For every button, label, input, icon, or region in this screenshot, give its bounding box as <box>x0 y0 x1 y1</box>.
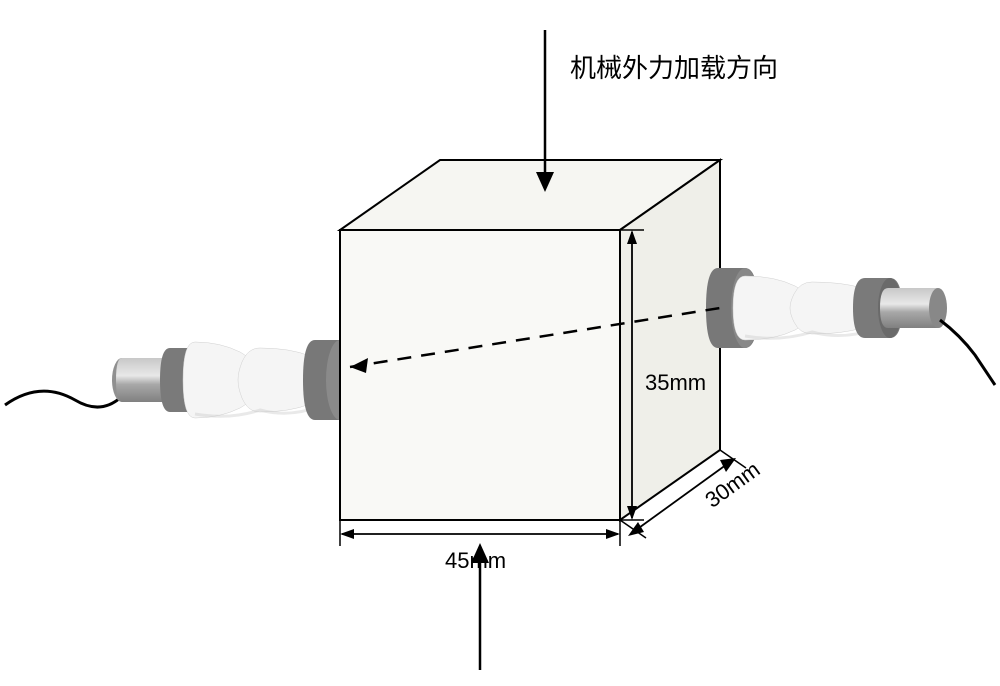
height-label: 35mm <box>645 370 706 396</box>
left-wire <box>5 391 120 407</box>
right-wire <box>940 320 995 385</box>
diagram-svg <box>0 0 1000 686</box>
cube-front-face <box>340 230 620 520</box>
right-transducer-cylinder <box>880 288 947 328</box>
title-label: 机械外力加载方向 <box>570 48 778 85</box>
dim-width <box>340 520 620 546</box>
width-label: 45mm <box>445 548 506 574</box>
diagram-container: 机械外力加载方向 35mm 45mm 30mm <box>0 0 1000 686</box>
